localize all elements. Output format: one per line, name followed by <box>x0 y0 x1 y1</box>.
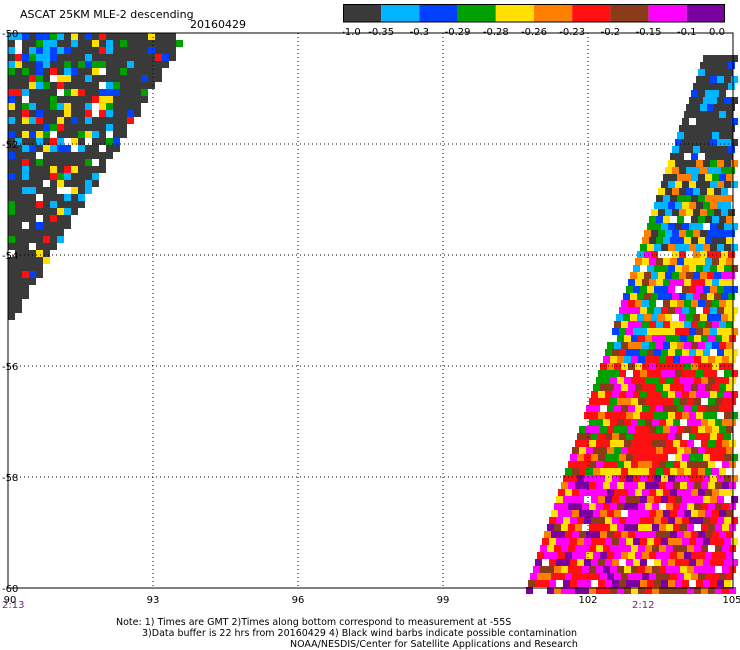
lon-tick-label: 105 <box>722 595 740 606</box>
colorbar-swatch <box>534 4 573 22</box>
lat-tick-label: -52 <box>2 140 18 151</box>
lat-tick-label: -50 <box>2 29 18 40</box>
colorbar-swatch <box>457 4 496 22</box>
scatterometer-swath <box>8 33 738 594</box>
note-line-3: NOAA/NESDIS/Center for Satellite Applica… <box>290 639 578 650</box>
lat-tick-label: -60 <box>2 584 18 595</box>
colorbar-swatch <box>686 4 725 22</box>
map-svg: 90 93 96 99 102 105 -50 -52 -54 -56 -58 -60 <box>2 29 740 606</box>
colorbar-swatch <box>419 4 458 22</box>
lon-tick-label: 90 <box>4 595 17 606</box>
colorbar-swatch <box>572 4 611 22</box>
map-panel: 90 93 96 99 102 105 -50 -52 -54 -56 -58 -60 <box>2 29 740 606</box>
colorbar-swatch <box>343 4 382 22</box>
lon-tick-label: 102 <box>578 595 597 606</box>
note-line-2: 3)Data buffer is 22 hrs from 20160429 4)… <box>142 628 578 639</box>
colorbar-swatch <box>381 4 420 22</box>
map-frame <box>7 32 734 589</box>
time-label-right: 2:12 <box>632 600 655 611</box>
lat-tick-label: -56 <box>2 362 18 373</box>
lat-tick-label: -54 <box>2 251 18 262</box>
colorbar-swatch <box>495 4 534 22</box>
map-title: ASCAT 25KM MLE-2 descending <box>20 8 194 21</box>
colorbar-swatch <box>648 4 687 22</box>
time-label-left: 2:13 <box>2 600 25 611</box>
lon-tick-label: 99 <box>437 595 450 606</box>
map-date: 20160429 <box>190 18 246 31</box>
colorbar-swatch <box>610 4 649 22</box>
note-line-1: Note: 1) Times are GMT 2)Times along bot… <box>116 617 512 628</box>
lon-tick-label: 96 <box>292 595 305 606</box>
lon-tick-label: 93 <box>147 595 160 606</box>
lat-tick-label: -58 <box>2 473 18 484</box>
